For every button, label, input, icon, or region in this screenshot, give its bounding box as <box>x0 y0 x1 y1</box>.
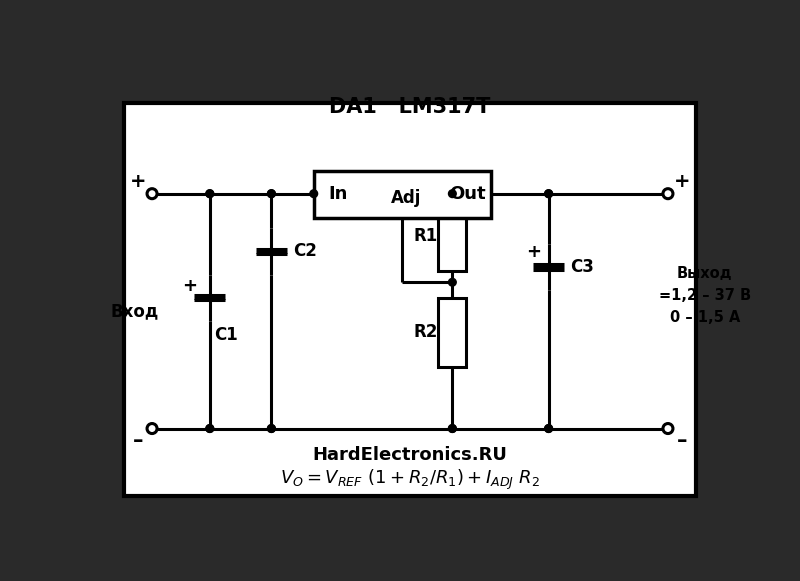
Text: +: + <box>130 172 146 191</box>
Text: C1: C1 <box>214 325 238 343</box>
Text: C2: C2 <box>293 242 317 260</box>
Circle shape <box>206 425 214 432</box>
Bar <box>438 297 466 367</box>
Bar <box>123 103 697 496</box>
Circle shape <box>206 190 214 198</box>
Text: HardElectronics.RU: HardElectronics.RU <box>313 446 507 464</box>
Circle shape <box>449 278 456 286</box>
Circle shape <box>663 424 673 433</box>
Text: Вход: Вход <box>111 302 159 320</box>
Circle shape <box>449 425 456 432</box>
Circle shape <box>267 190 275 198</box>
Circle shape <box>267 425 275 432</box>
Circle shape <box>545 190 553 198</box>
Circle shape <box>147 189 157 199</box>
Circle shape <box>663 189 673 199</box>
Text: Out: Out <box>450 185 486 203</box>
Circle shape <box>449 425 456 432</box>
Circle shape <box>206 425 214 432</box>
Text: R1: R1 <box>414 227 438 245</box>
Circle shape <box>206 190 214 198</box>
Text: In: In <box>329 185 348 203</box>
Circle shape <box>545 425 553 432</box>
Circle shape <box>267 190 275 198</box>
Bar <box>438 202 466 271</box>
Text: $V_O = V_{REF}\ (1 + R_2/R_1) + I_{ADJ}\ R_2$: $V_O = V_{REF}\ (1 + R_2/R_1) + I_{ADJ}\… <box>280 468 540 492</box>
Bar <box>314 171 491 218</box>
Text: +: + <box>182 277 198 295</box>
Circle shape <box>310 190 318 198</box>
Circle shape <box>147 424 157 433</box>
Circle shape <box>449 190 456 198</box>
Text: +: + <box>526 243 541 261</box>
Text: –: – <box>133 431 143 451</box>
Text: R2: R2 <box>414 323 438 341</box>
Text: Выход
=1,2 – 37 В
0 – 1,5 А: Выход =1,2 – 37 В 0 – 1,5 А <box>659 266 751 325</box>
Circle shape <box>267 425 275 432</box>
Circle shape <box>545 425 553 432</box>
Text: +: + <box>674 172 690 191</box>
Text: Adj: Adj <box>391 189 422 207</box>
Text: DA1   LM317T: DA1 LM317T <box>330 98 490 117</box>
Circle shape <box>545 190 553 198</box>
Text: C3: C3 <box>570 258 594 276</box>
Text: –: – <box>677 431 687 451</box>
